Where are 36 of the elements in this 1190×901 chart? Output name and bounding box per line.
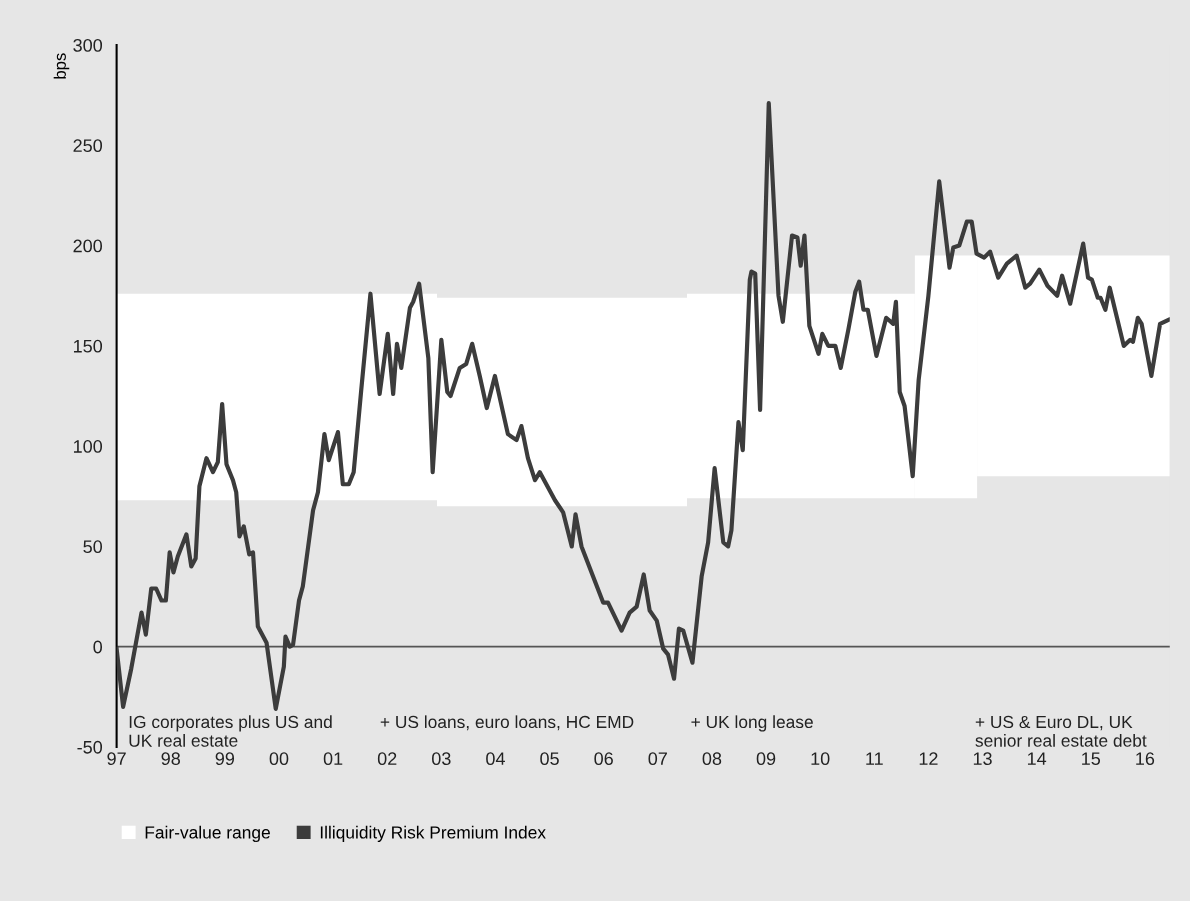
x-tick-label: 99	[215, 752, 235, 766]
line-series	[116, 101, 1170, 711]
x-tick-label: 04	[486, 752, 505, 766]
x-tick-label: 09	[756, 752, 776, 766]
y-tick-label: 0	[93, 640, 103, 654]
x-tick-label: 16	[1136, 752, 1155, 766]
x-tick-label: 12	[919, 752, 938, 765]
y-tick-label: 300	[73, 38, 103, 52]
x-tick-label: 05	[540, 752, 559, 766]
y-tick-label: 150	[73, 339, 103, 353]
x-tick-label: 06	[594, 752, 613, 766]
x-tick-label: 00	[269, 752, 289, 766]
y-tick-label: 50	[83, 540, 103, 554]
legend-label: Fair-value range	[145, 825, 270, 842]
x-tick-label: 03	[432, 752, 451, 766]
y-tick-label: 250	[73, 139, 103, 153]
y-tick-label: 100	[73, 440, 103, 453]
x-tick-label: 97	[107, 752, 126, 766]
x-tick-label: 15	[1082, 752, 1101, 766]
y-tick-label: -50	[77, 740, 103, 754]
x-tick-label: 10	[811, 752, 830, 766]
annotation: IG corporates plus US and UK real estate	[129, 715, 332, 747]
annotation: + US & Euro DL, UK senior real estate debt	[975, 715, 1147, 747]
x-tick-label: 98	[161, 752, 180, 766]
x-tick-label: 14	[1027, 752, 1047, 765]
x-tick-label: 02	[377, 752, 397, 766]
x-tick-label: 13	[973, 752, 992, 766]
x-tick-label: 07	[648, 752, 667, 766]
annotation: + US loans, euro loans, HC EMD	[380, 715, 634, 731]
annotation: + UK long lease	[691, 715, 813, 732]
x-tick-label: 08	[702, 752, 722, 766]
legend-label: Illiquidity Risk Premium Index	[320, 825, 546, 842]
x-tick-label: 01	[323, 752, 343, 766]
x-tick-label: 11	[866, 752, 883, 765]
y-axis-title: bps	[53, 53, 70, 79]
y-tick-label: 200	[73, 239, 103, 253]
